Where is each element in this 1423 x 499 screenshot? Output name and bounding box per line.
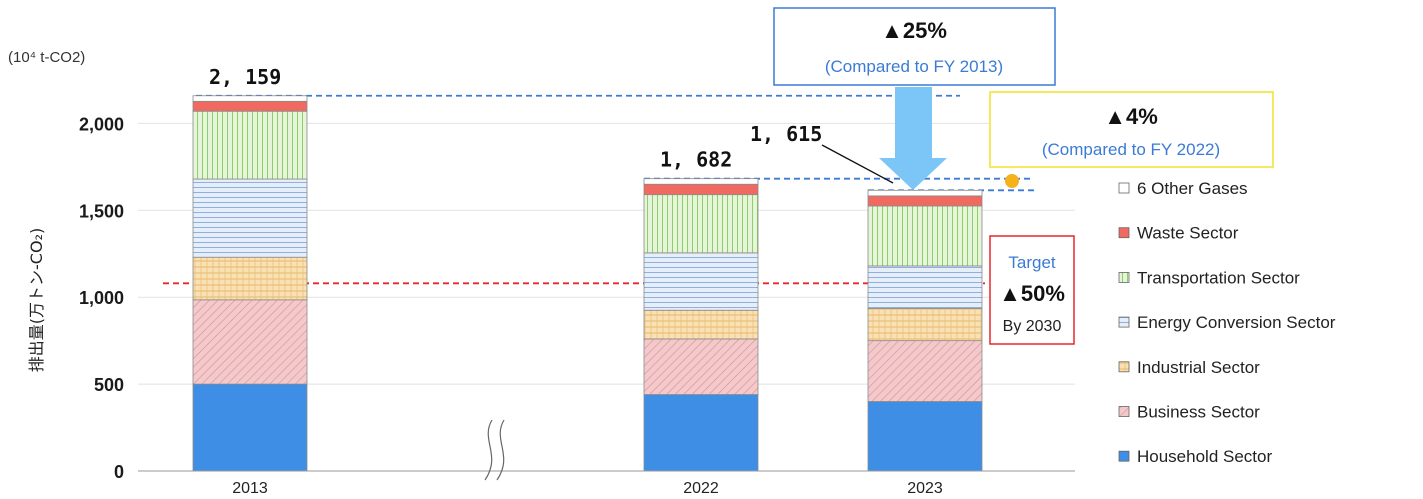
legend-swatch-household — [1119, 451, 1129, 461]
bar-segment-other — [868, 190, 982, 196]
x-category-label: 2023 — [907, 480, 943, 497]
leader-line-1615 — [822, 145, 893, 183]
bar-total-label: 1, 682 — [660, 148, 732, 172]
reduction-2022-value: ▲4% — [1104, 104, 1158, 129]
y-tick-label: 0 — [114, 462, 124, 482]
legend-swatch-other — [1119, 183, 1129, 193]
bar-segment-other — [644, 179, 758, 185]
bar-segment-industrial — [868, 308, 982, 340]
target-label: Target — [1008, 253, 1056, 272]
x-category-label: 2013 — [232, 480, 268, 497]
reduction-2022-note: (Compared to FY 2022) — [1042, 140, 1220, 159]
legend-swatch-energy — [1119, 317, 1129, 327]
bar-segment-transport — [193, 111, 307, 179]
bar-segment-energy — [868, 266, 982, 309]
bar-segment-household — [193, 384, 307, 471]
legend-label: 6 Other Gases — [1137, 179, 1248, 198]
down-arrow-icon — [879, 87, 947, 190]
legend-swatch-industrial — [1119, 362, 1129, 372]
bar-segment-transport — [868, 206, 982, 266]
bar-segment-transport — [644, 195, 758, 253]
target-year: By 2030 — [1003, 318, 1062, 335]
y-tick-label: 500 — [94, 375, 124, 395]
bar-total-label: 1, 615 — [750, 122, 822, 146]
bar-segment-waste — [193, 101, 307, 111]
bar-segment-waste — [868, 196, 982, 206]
reduction-2013-value: ▲25% — [881, 18, 947, 43]
bar-segment-industrial — [193, 257, 307, 300]
bar-segment-business — [868, 341, 982, 402]
y-axis-ticks: 0 500 1,000 1,500 2,000 — [79, 114, 124, 482]
bar-segment-industrial — [644, 310, 758, 339]
bar-segment-other — [193, 96, 307, 102]
legend-swatch-business — [1119, 407, 1129, 417]
bar-segment-waste — [644, 184, 758, 194]
bar-segment-energy — [644, 253, 758, 310]
x-axis-labels: 2013 2022 2023 — [232, 480, 943, 497]
legend-swatch-waste — [1119, 228, 1129, 238]
y-tick-label: 2,000 — [79, 114, 124, 134]
bar-segment-business — [193, 300, 307, 384]
target-value: ▲50% — [999, 281, 1065, 306]
legend-label: Household Sector — [1137, 447, 1272, 466]
bar-segment-business — [644, 339, 758, 395]
legend-label: Business Sector — [1137, 403, 1260, 422]
legend-label: Energy Conversion Sector — [1137, 313, 1336, 332]
legend-label: Waste Sector — [1137, 224, 1239, 243]
x-category-label: 2022 — [683, 480, 719, 497]
y-axis-title: 排出量(万トン-CO₂) — [27, 228, 46, 372]
y-tick-label: 1,500 — [79, 201, 124, 221]
legend-label: Industrial Sector — [1137, 358, 1260, 377]
reduction-2013-note: (Compared to FY 2013) — [825, 57, 1003, 76]
bar-segment-household — [644, 395, 758, 471]
bar-segment-household — [868, 401, 982, 471]
bar-segment-energy — [193, 179, 307, 257]
marker-dot — [1005, 174, 1019, 188]
legend: 6 Other Gases Waste Sector Transportation … — [1119, 179, 1336, 466]
bar-total-label: 2, 159 — [209, 65, 281, 89]
unit-label: (10⁴ t-CO2) — [8, 49, 85, 66]
legend-swatch-transport — [1119, 272, 1129, 282]
y-tick-label: 1,000 — [79, 288, 124, 308]
legend-label: Transportation Sector — [1137, 268, 1300, 287]
